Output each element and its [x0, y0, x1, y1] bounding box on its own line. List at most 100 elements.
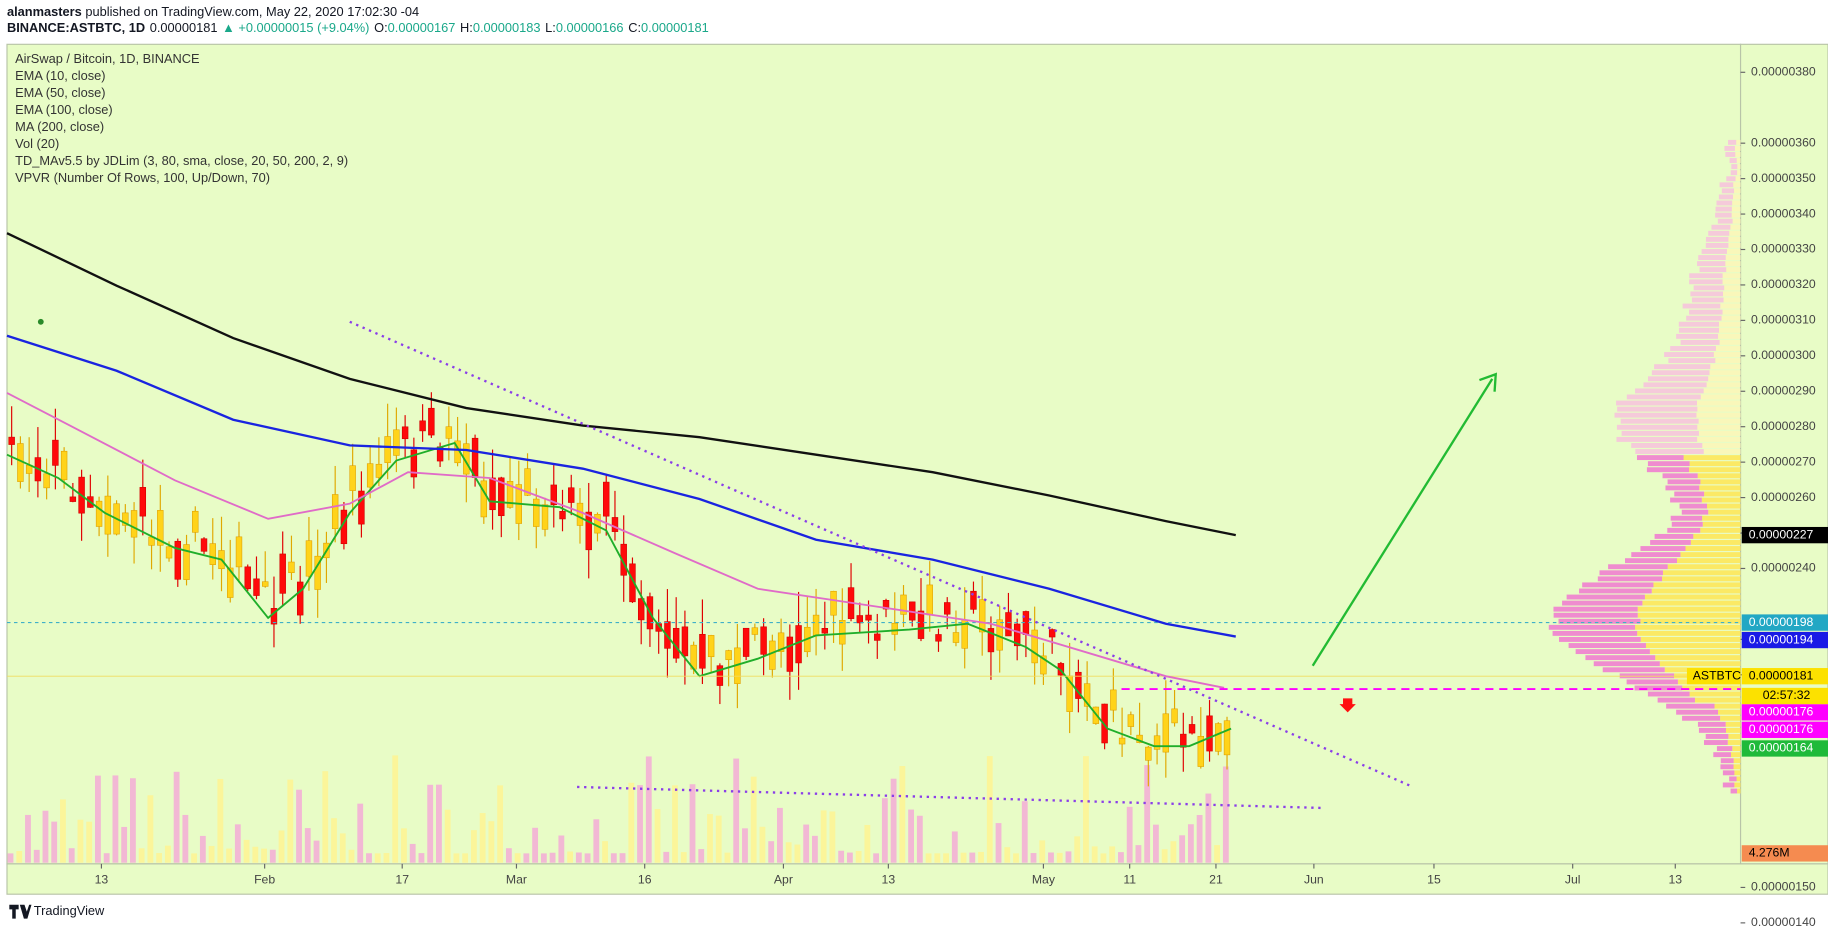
profile-down — [1715, 212, 1732, 218]
volume-bar — [811, 835, 818, 863]
profile-up — [1715, 346, 1741, 351]
candle — [812, 614, 820, 636]
volume-bar — [1152, 824, 1159, 863]
candle — [1048, 629, 1056, 638]
profile-up — [1732, 200, 1741, 206]
volume-bar — [287, 779, 294, 863]
volume-bar — [488, 821, 495, 863]
candle — [43, 473, 50, 489]
volume-bar — [523, 853, 530, 863]
candle — [769, 640, 776, 670]
volume-bar — [995, 823, 1002, 863]
candle — [725, 650, 732, 661]
profile-up — [1699, 485, 1741, 491]
volume-bar — [969, 852, 976, 863]
profile-up — [1737, 170, 1741, 176]
price-tag: 0.00000176 — [1749, 705, 1814, 719]
plot-area — [6, 43, 1742, 865]
volume-bar — [304, 828, 311, 863]
volume-bar — [794, 844, 801, 863]
profile-up — [1708, 509, 1741, 515]
volume-bar — [77, 819, 84, 863]
volume-bar — [846, 852, 853, 863]
profile-down — [1718, 194, 1733, 200]
candle — [200, 538, 208, 552]
candle — [524, 468, 531, 496]
profile-up — [1698, 418, 1741, 424]
candle — [777, 632, 785, 652]
candle — [428, 407, 435, 436]
candle — [585, 511, 592, 551]
profile-down — [1701, 249, 1727, 254]
profile-down — [1635, 449, 1704, 454]
profile-up — [1700, 394, 1741, 400]
volume-bar — [575, 852, 582, 863]
profile-down — [1670, 346, 1716, 351]
profile-down — [1731, 164, 1738, 170]
volume-bar — [182, 814, 189, 863]
time-label: Apr — [774, 872, 793, 886]
candle — [611, 517, 619, 532]
profile-down — [1697, 721, 1726, 727]
volume-bar — [86, 821, 93, 863]
volume-bar — [943, 853, 949, 863]
price-label: 0.00000280 — [1751, 419, 1816, 433]
volume-bar — [1214, 845, 1221, 863]
volume-bar — [418, 853, 425, 863]
volume-bar — [916, 815, 923, 863]
profile-down — [1680, 339, 1720, 345]
profile-up — [1718, 709, 1741, 715]
volume-bar — [243, 839, 250, 863]
candle — [366, 463, 374, 488]
time-label: 17 — [395, 872, 409, 886]
countdown-box — [1741, 687, 1828, 705]
profile-down — [1548, 624, 1636, 630]
profile-up — [1689, 467, 1741, 473]
symbol-tag-box — [1686, 668, 1741, 685]
profile-up — [1690, 540, 1741, 545]
profile-down — [1719, 182, 1734, 188]
profile-down — [1726, 176, 1736, 182]
candle — [821, 628, 829, 634]
price-tag: 0.00000194 — [1749, 632, 1814, 646]
profile-down — [1679, 503, 1708, 509]
profile-down — [1705, 242, 1729, 248]
volume-bar — [986, 756, 993, 863]
profile-down — [1671, 521, 1703, 527]
volume-bar — [619, 853, 626, 863]
candle — [1206, 715, 1213, 752]
candle — [917, 610, 925, 639]
profile-down — [1593, 661, 1660, 667]
profile-up — [1662, 570, 1741, 576]
profile-down — [1693, 285, 1725, 291]
profile-down — [1626, 679, 1678, 685]
profile-up — [1702, 443, 1741, 448]
candle — [1188, 724, 1196, 734]
price-tag: 0.00000227 — [1749, 527, 1814, 541]
volume-bar — [742, 828, 748, 863]
candle — [331, 494, 339, 530]
volume-bar — [628, 782, 635, 863]
profile-up — [1735, 152, 1741, 157]
volume-bar — [42, 810, 49, 863]
profile-up — [1644, 594, 1741, 600]
price-label: 0.00000380 — [1751, 65, 1816, 79]
profile-up — [1723, 297, 1741, 303]
volume-bar — [549, 852, 556, 863]
candle — [253, 578, 260, 596]
candle — [489, 477, 496, 511]
profile-down — [1651, 370, 1710, 376]
profile-up — [1725, 727, 1741, 733]
profile-down — [1704, 740, 1728, 745]
price-label: 0.00000270 — [1751, 454, 1816, 468]
volume-bar — [1109, 846, 1116, 863]
profile-up — [1640, 618, 1741, 624]
trend-line — [577, 785, 1321, 810]
profile-up — [1733, 182, 1741, 188]
profile-up — [1731, 212, 1741, 218]
profile-down — [1715, 206, 1732, 212]
profile-down — [1667, 527, 1701, 533]
volume-bar — [366, 853, 372, 863]
profile-down — [1717, 218, 1733, 224]
